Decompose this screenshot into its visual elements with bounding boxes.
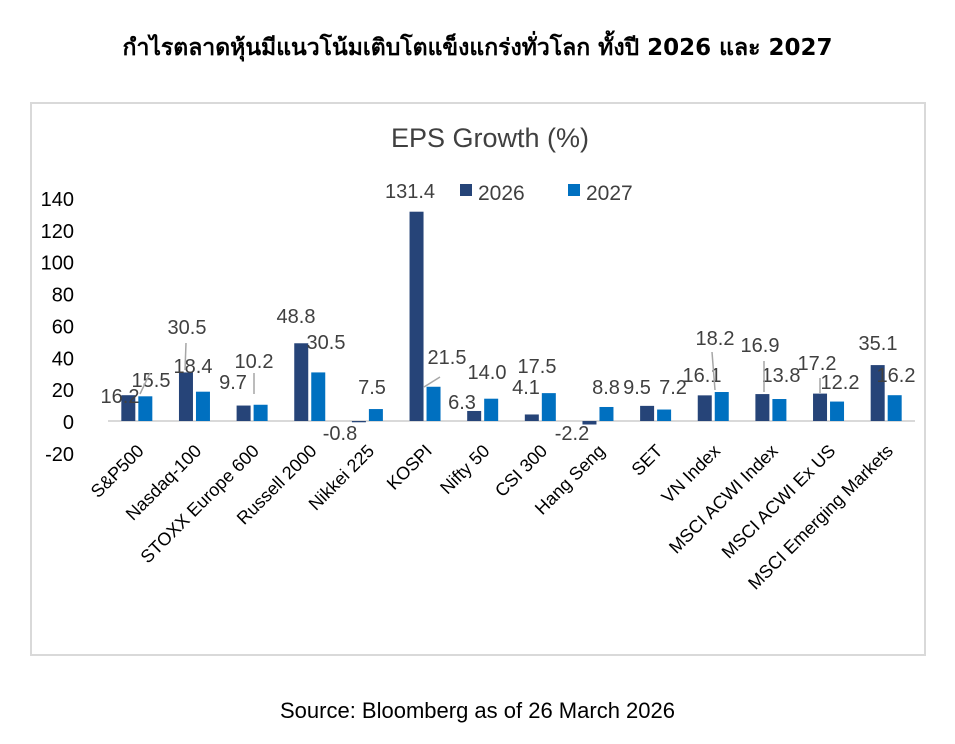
bar-2027 xyxy=(138,396,153,421)
data-label-2027: 7.2 xyxy=(659,377,687,399)
bar-2026 xyxy=(409,211,424,421)
data-label-2026: 9.5 xyxy=(623,377,651,399)
y-tick-label: 0 xyxy=(63,412,74,434)
bar-2026 xyxy=(467,410,482,421)
x-tick-label: KOSPI xyxy=(383,441,436,494)
bar-2027 xyxy=(830,401,845,421)
bar-2026 xyxy=(351,421,366,423)
data-label-2027: 14.0 xyxy=(468,362,507,384)
bar-2026 xyxy=(870,365,885,421)
bar-2027 xyxy=(599,406,614,421)
data-label-2027: 12.2 xyxy=(821,372,860,394)
leader-line xyxy=(184,342,187,371)
legend-label-2026: 2026 xyxy=(478,182,525,205)
data-label-2027: 18.2 xyxy=(696,328,735,350)
data-label-2026: 17.2 xyxy=(798,353,837,375)
bar-2027 xyxy=(253,404,268,421)
y-tick-label: 80 xyxy=(52,285,74,307)
leader-line xyxy=(139,372,151,395)
page-title: กำไรตลาดหุ้นมีแนวโน้มเติบโตแข็งแกร่งทั่ว… xyxy=(122,35,833,61)
data-label-2026: 48.8 xyxy=(277,306,316,328)
y-tick-label: 120 xyxy=(41,221,74,243)
bar-2026 xyxy=(813,393,828,421)
bar-2027 xyxy=(311,372,326,421)
bar-2026 xyxy=(178,372,193,421)
x-tick-label: CSI 300 xyxy=(491,441,551,501)
y-tick-label: 60 xyxy=(52,316,74,338)
bar-2026 xyxy=(236,405,251,421)
data-label-2027: 30.5 xyxy=(307,332,346,354)
data-label-2027: 10.2 xyxy=(235,351,274,373)
data-label-2026: 131.4 xyxy=(385,181,435,203)
data-label-2027: 16.2 xyxy=(877,365,916,387)
data-label-2026: -2.2 xyxy=(555,423,589,445)
y-tick-label: 100 xyxy=(41,253,74,275)
bar-2027 xyxy=(714,392,729,421)
data-label-2026: 16.2 xyxy=(101,386,140,408)
bar-2027 xyxy=(657,409,672,421)
data-label-2026: 16.1 xyxy=(683,365,722,387)
source-note: Source: Bloomberg as of 26 March 2026 xyxy=(279,698,675,723)
bar-2026 xyxy=(121,395,136,421)
bar-2027 xyxy=(887,395,902,421)
bar-2027 xyxy=(772,399,787,421)
data-label-2026: 9.7 xyxy=(219,372,247,394)
data-label-2027: 17.5 xyxy=(518,356,557,378)
data-label-2026: 4.1 xyxy=(512,377,540,399)
bar-2026 xyxy=(294,343,309,421)
bar-2027 xyxy=(541,393,556,421)
bar-2026 xyxy=(582,421,597,425)
data-label-2027: 15.5 xyxy=(132,370,171,392)
bar-2027 xyxy=(368,409,383,421)
leader-line xyxy=(711,351,716,391)
data-label-2027: 8.8 xyxy=(592,377,620,399)
chart-frame xyxy=(30,102,926,656)
data-label-2026: -0.8 xyxy=(323,423,357,445)
data-label-2027: 7.5 xyxy=(358,377,386,399)
y-tick-label: 140 xyxy=(41,189,74,211)
y-tick-label: 40 xyxy=(52,348,74,370)
data-label-2027: 18.4 xyxy=(174,356,213,378)
x-tick-label: MSCI ACWI Index xyxy=(665,441,782,558)
bar-2026 xyxy=(755,394,770,421)
bar-2027 xyxy=(426,386,441,421)
bar-2027 xyxy=(484,398,499,421)
leader-line xyxy=(423,376,441,388)
bar-2026 xyxy=(697,395,712,421)
y-tick-label: 20 xyxy=(52,380,74,402)
y-tick-label: -20 xyxy=(45,444,74,466)
x-tick-label: SET xyxy=(628,441,667,480)
data-label-2026: 30.5 xyxy=(168,317,207,339)
chart-title: EPS Growth (%) xyxy=(391,123,589,153)
bar-2027 xyxy=(195,391,210,421)
data-label-2027: 13.8 xyxy=(762,365,801,387)
legend-swatch-2027 xyxy=(568,184,580,196)
bar-2026 xyxy=(640,405,655,421)
data-label-2026: 16.9 xyxy=(741,335,780,357)
data-label-2027: 21.5 xyxy=(428,347,467,369)
data-label-2026: 35.1 xyxy=(859,333,898,355)
data-label-2026: 6.3 xyxy=(448,392,476,414)
legend-label-2027: 2027 xyxy=(586,182,633,205)
legend-swatch-2026 xyxy=(460,184,472,196)
x-tick-label: Nifty 50 xyxy=(436,441,493,498)
bar-2026 xyxy=(524,414,539,421)
